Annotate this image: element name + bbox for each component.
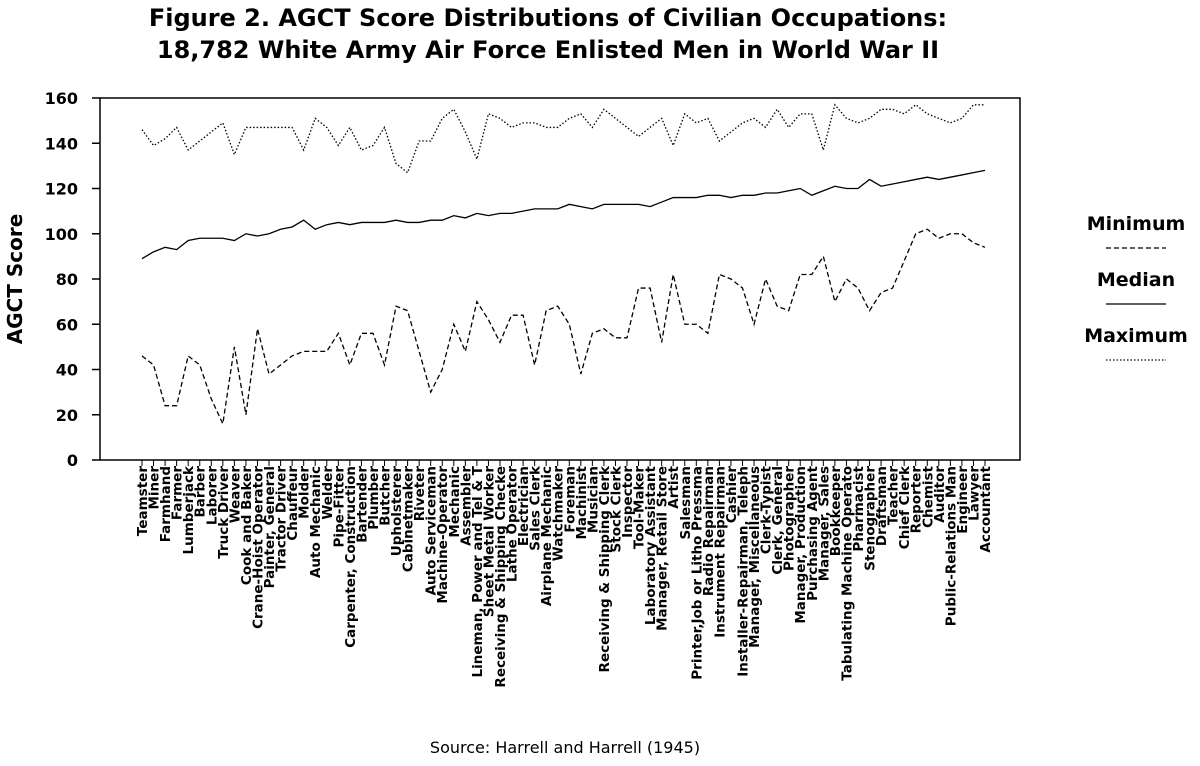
source-note: Source: Harrell and Harrell (1945)	[430, 738, 700, 757]
x-tick-label: Pharmacist	[851, 465, 867, 551]
x-tick-label: Chief Clerk	[897, 465, 913, 549]
x-tick-label: Salesman	[678, 466, 694, 539]
y-tick-label: 80	[56, 270, 78, 289]
x-tick-label: Chauffeur	[285, 466, 301, 541]
x-tick-label: Crane-Hoist Operator	[250, 466, 266, 629]
y-tick-label: 20	[56, 406, 78, 425]
x-tick-label: Purchasing Agent	[805, 465, 821, 600]
x-tick-label: Auto Serviceman	[424, 466, 440, 595]
x-tick-label: Stock Clerk	[608, 465, 624, 552]
x-tick-label: Tool-Maker	[632, 466, 648, 550]
x-tick-label: Teamster	[135, 466, 151, 536]
y-tick-label: 60	[56, 315, 78, 334]
x-tick-label: Receiving & Shipping Checke	[493, 466, 509, 688]
y-tick-label: 160	[45, 89, 78, 108]
x-tick-label: Radio Repairman	[701, 466, 717, 596]
x-tick-label: Truck Driver	[216, 466, 232, 559]
x-tick-label: Inspector	[620, 466, 636, 538]
legend-label: Minimum	[1087, 213, 1186, 235]
x-tick-label: Foreman	[562, 466, 578, 533]
series-line	[141, 169, 986, 260]
x-tick-label: Riveter	[412, 466, 428, 522]
x-tick-label: Auditor	[932, 466, 948, 523]
x-tick-label: Musician	[585, 466, 601, 533]
x-tick-label: Manager, Sales	[816, 466, 832, 581]
x-tick-label: Draftsman	[874, 466, 890, 546]
x-tick-label: Laborer	[204, 466, 220, 525]
x-tick-label: Manager, Retail Store	[655, 466, 671, 631]
x-tick-label: Electrician	[516, 466, 532, 546]
x-tick-label: Public-Relations Man	[943, 466, 959, 626]
x-tick-label: Stenographer	[863, 466, 879, 571]
y-tick-label: 0	[67, 451, 78, 470]
chart-title: 18,782 White Army Air Force Enlisted Men…	[157, 36, 939, 64]
x-tick-label: Weaver	[227, 466, 243, 524]
x-tick-label: Auto Mechanic	[308, 466, 324, 578]
x-tick-label: Cabinetmaker	[401, 466, 417, 572]
legend-label: Maximum	[1084, 325, 1188, 347]
x-tick-label: Laboratory Assistant	[643, 465, 659, 625]
x-tick-label: Teacher	[886, 466, 902, 525]
y-tick-label: 40	[56, 361, 78, 380]
x-tick-label: Farmer	[170, 466, 186, 520]
x-tick-label: Bookkeeper	[828, 466, 844, 557]
x-tick-label: Machinist	[574, 465, 590, 539]
x-tick-label: Lumberjack	[181, 465, 197, 554]
x-tick-label: Bartender	[354, 466, 370, 543]
x-tick-label: Receiving & Shipping Clerk	[597, 465, 613, 672]
x-tick-label: Chemist	[920, 465, 936, 527]
x-tick-label: Clerk, General	[770, 466, 786, 575]
x-tick-label: Sales Clerk	[528, 465, 544, 551]
x-tick-label: Painter, General	[262, 466, 278, 588]
x-tick-label: Tabulating Machine Operato	[839, 466, 855, 681]
x-tick-label: Printer,Job or Litho Pressma	[689, 466, 705, 680]
x-tick-label: Instrument Repairman	[712, 466, 728, 638]
x-tick-label: Lathe Operator	[505, 466, 521, 582]
x-tick-label: Lineman, Power and Tel & T	[470, 465, 486, 677]
x-tick-label: Engineer	[955, 466, 971, 534]
x-tick-label: Pipe-Fitter	[331, 466, 347, 548]
x-tick-label: Miner	[147, 466, 163, 510]
x-tick-label: Installer-Repairman, Teleph	[735, 466, 751, 677]
plot-frame	[99, 97, 1021, 461]
x-tick-label: Plumber	[366, 466, 382, 530]
x-tick-label: Molder	[297, 466, 313, 519]
x-tick-label: Mechanic	[447, 466, 463, 538]
x-tick-label: Barber	[193, 466, 209, 518]
x-tick-label: Butcher	[378, 466, 394, 526]
x-tick-label: Accountant	[978, 465, 994, 552]
x-tick-label: Clerk-Typist	[759, 465, 775, 554]
y-axis-label: AGCT Score	[3, 214, 27, 345]
legend-label: Median	[1097, 269, 1175, 291]
x-tick-label: Welder	[320, 466, 336, 520]
x-tick-label: Photographer	[782, 466, 798, 571]
x-tick-label: Artist	[666, 465, 682, 508]
y-tick-label: 140	[45, 134, 78, 153]
x-tick-label: Tractor Driver	[274, 466, 290, 572]
x-tick-label: Farmhand	[158, 466, 174, 542]
series-line	[141, 228, 986, 427]
series-line	[141, 103, 985, 174]
x-tick-label: Upholsterer	[389, 466, 405, 557]
chart-title: Figure 2. AGCT Score Distributions of Ci…	[149, 4, 947, 32]
y-tick-label: 100	[45, 225, 78, 244]
x-tick-label: Manager, Production	[793, 466, 809, 624]
x-tick-label: Manager, Miscellaneous	[747, 466, 763, 648]
x-tick-label: Cook and Baker	[239, 466, 255, 585]
x-tick-label: Lawyer	[966, 466, 982, 521]
x-tick-label: Watchmaker	[551, 466, 567, 562]
x-tick-label: Sheet Metal Worker	[481, 466, 497, 617]
x-tick-label: Assembler	[458, 466, 474, 546]
y-tick-label: 120	[45, 180, 78, 199]
x-tick-label: Machine-Operator	[435, 466, 451, 604]
x-tick-label: Reporter	[909, 466, 925, 534]
x-tick-label: Cashier	[724, 466, 740, 523]
x-tick-label: Airplane Mechanic	[539, 466, 555, 606]
x-tick-label: Carpenter, Construction	[343, 466, 359, 648]
